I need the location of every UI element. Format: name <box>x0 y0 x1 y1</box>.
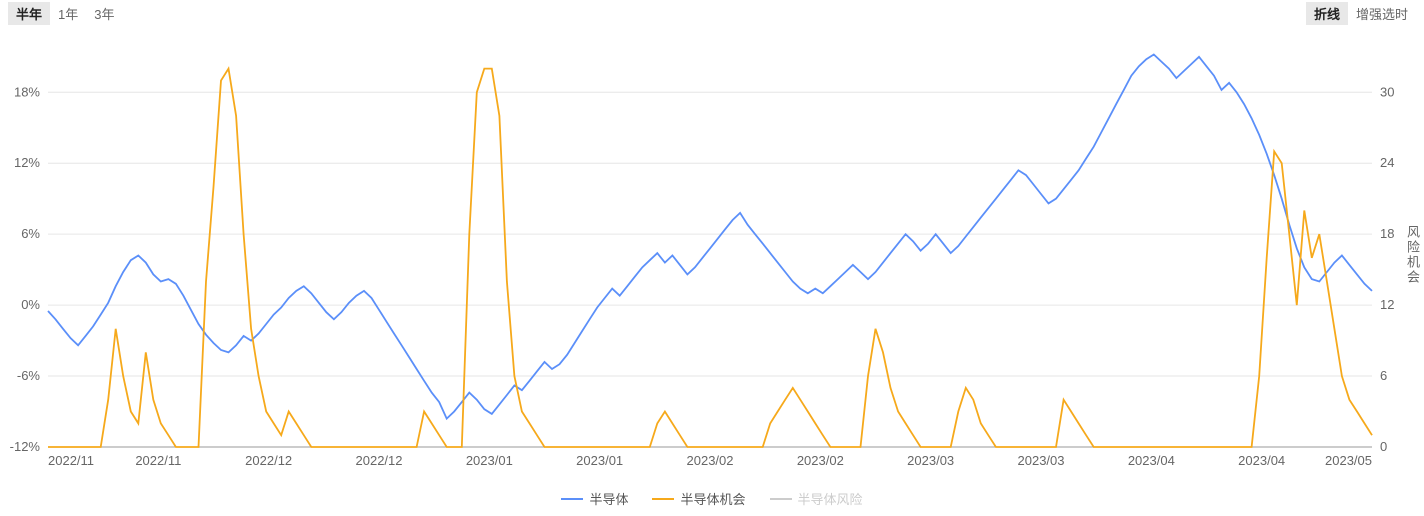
svg-text:2023/05: 2023/05 <box>1325 453 1372 468</box>
legend-swatch-2 <box>652 498 674 500</box>
tab-range-3-year[interactable]: 3年 <box>86 2 122 25</box>
tab-range-half-year[interactable]: 半年 <box>8 2 50 25</box>
svg-text:24: 24 <box>1380 155 1394 170</box>
svg-text:2022/12: 2022/12 <box>245 453 292 468</box>
legend-item-semiconductor[interactable]: 半导体 <box>561 489 628 508</box>
topbar: 半年 1年 3年 折线 增强选时 <box>0 0 1424 25</box>
y-right-axis-title: 风险机会 <box>1403 225 1422 285</box>
svg-text:12%: 12% <box>14 155 40 170</box>
svg-text:0: 0 <box>1380 439 1387 454</box>
tab-range-1-year[interactable]: 1年 <box>50 2 86 25</box>
legend-swatch-1 <box>561 498 583 500</box>
svg-text:2023/02: 2023/02 <box>797 453 844 468</box>
chart-container: 半年 1年 3年 折线 增强选时 -12% -6% 0% 6% 12% 18% 0 6 12 18… <box>0 0 1424 516</box>
svg-text:18%: 18% <box>14 84 40 99</box>
svg-text:30: 30 <box>1380 84 1394 99</box>
mode-tabs: 折线 增强选时 <box>1306 2 1416 25</box>
svg-text:2023/01: 2023/01 <box>466 453 513 468</box>
range-tabs: 半年 1年 3年 <box>8 2 122 25</box>
svg-text:18: 18 <box>1380 226 1394 241</box>
svg-text:0%: 0% <box>21 297 40 312</box>
chart-svg: -12% -6% 0% 6% 12% 18% 0 6 12 18 24 30 2022/11 2022/1… <box>0 25 1424 485</box>
svg-text:2023/01: 2023/01 <box>576 453 623 468</box>
svg-text:2023/03: 2023/03 <box>907 453 954 468</box>
legend: 半导体 半导体机会 半导体风险 <box>0 485 1424 508</box>
svg-text:2022/11: 2022/11 <box>48 453 94 468</box>
svg-text:2022/11: 2022/11 <box>135 453 181 468</box>
legend-label-2: 半导体机会 <box>680 489 745 508</box>
svg-text:6: 6 <box>1380 368 1387 383</box>
svg-text:2023/04: 2023/04 <box>1238 453 1285 468</box>
svg-text:12: 12 <box>1380 297 1394 312</box>
svg-text:2023/04: 2023/04 <box>1128 453 1175 468</box>
legend-label-1: 半导体 <box>589 489 628 508</box>
svg-text:-12%: -12% <box>10 439 41 454</box>
legend-label-3: 半导体风险 <box>798 489 863 508</box>
chart-area: -12% -6% 0% 6% 12% 18% 0 6 12 18 24 30 2022/11 2022/1… <box>0 25 1424 485</box>
tab-mode-line[interactable]: 折线 <box>1306 2 1348 25</box>
legend-item-opportunity[interactable]: 半导体机会 <box>652 489 745 508</box>
svg-text:6%: 6% <box>21 226 40 241</box>
svg-text:2022/12: 2022/12 <box>356 453 403 468</box>
svg-text:2023/02: 2023/02 <box>687 453 734 468</box>
svg-text:-6%: -6% <box>17 368 41 383</box>
svg-text:2023/03: 2023/03 <box>1018 453 1065 468</box>
legend-item-risk[interactable]: 半导体风险 <box>770 489 863 508</box>
legend-swatch-3 <box>770 498 792 500</box>
tab-mode-enhanced[interactable]: 增强选时 <box>1348 2 1416 25</box>
